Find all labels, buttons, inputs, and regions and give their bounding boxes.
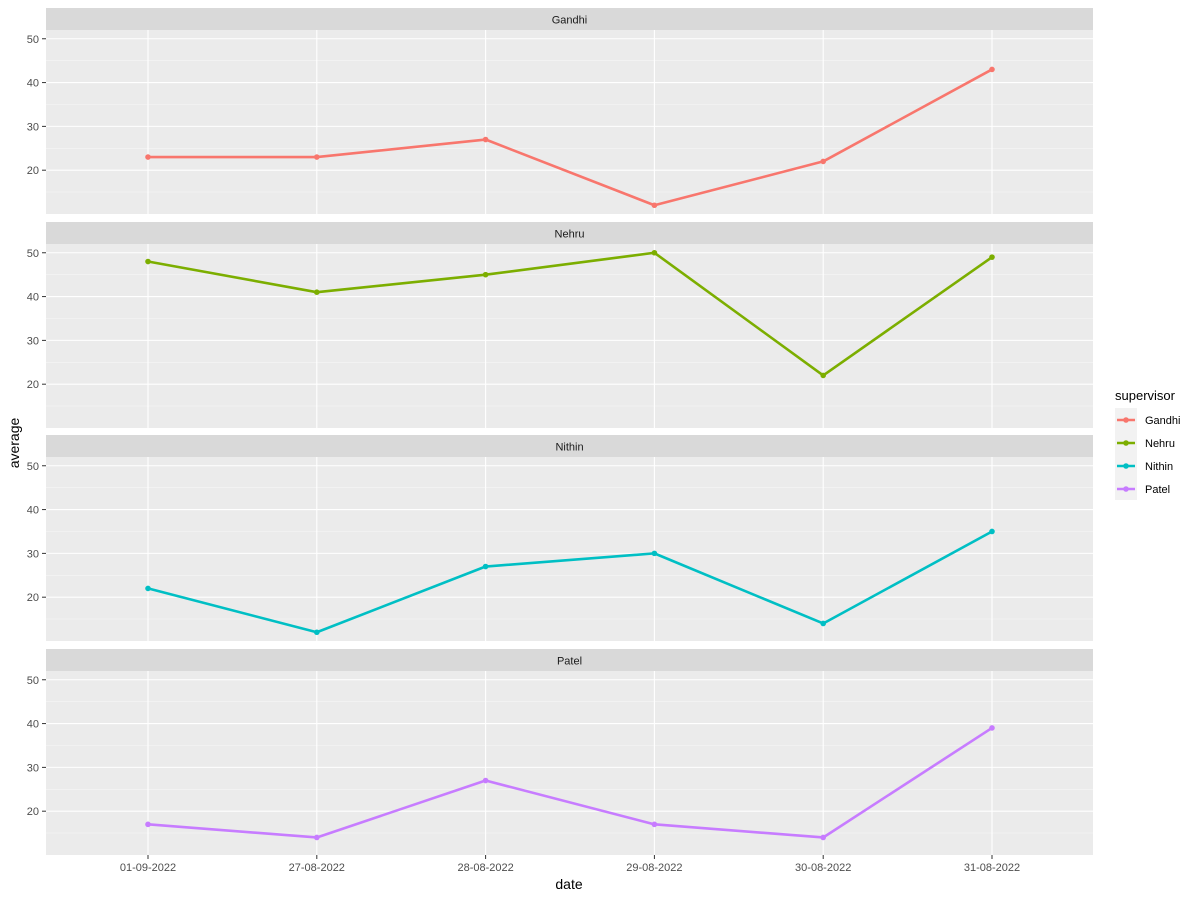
data-point [482,271,489,278]
x-tick-label: 28-08-2022 [457,862,513,874]
data-point [820,372,826,379]
y-tick-label: 20 [27,379,39,391]
y-tick-label: 30 [27,121,39,133]
legend-point [1123,417,1129,423]
legend-label: Gandhi [1145,415,1180,427]
legend-point [1123,440,1129,446]
x-axis: 01-09-2022 27-08-2022 28-08-2022 29-08-2022… [120,855,1020,874]
x-tick-label: 29-08-2022 [626,862,682,874]
series-line-patel [147,726,993,839]
legend-item-gandhi: Gandhi [1117,415,1180,427]
series-line-nithin [147,530,993,634]
data-point [314,289,320,295]
y-tick-label: 20 [27,165,39,177]
facet-strip-label: Patel [557,656,582,668]
facet-panel-patel: Patel 20 30 40 50 [27,649,1093,855]
facet-strip-label: Gandhi [552,15,587,27]
y-tick-label: 50 [27,675,39,687]
facet-panels: Gandhi 20 30 40 50 Nehru 20 30 40 50 Nithin 20 30 40 5… [27,8,1093,855]
y-tick-label: 40 [27,505,39,517]
legend-label: Nehru [1145,438,1175,450]
facet-strip [46,649,1093,671]
legend-label: Patel [1145,484,1170,496]
x-tick-label: 27-08-2022 [289,862,345,874]
legend-label: Nithin [1145,461,1173,473]
facet-strip [46,435,1093,457]
data-point [145,585,151,592]
y-tick-label: 30 [27,548,39,560]
x-tick-label: 31-08-2022 [964,862,1020,874]
data-point [482,136,489,143]
data-point [651,821,658,828]
facet-panel-nehru: Nehru 20 30 40 50 [27,222,1093,428]
legend-item-nithin: Nithin [1117,461,1173,473]
data-point [989,66,995,73]
data-point [145,154,151,160]
legend-keys: Gandhi Nehru Nithin Patel [1115,408,1180,500]
legend-key-background [1115,408,1137,500]
y-tick-label: 50 [27,34,39,46]
y-tick-label: 40 [27,719,39,731]
data-point [820,620,826,627]
data-point [482,563,489,570]
facet-strip [46,8,1093,30]
data-point [989,254,995,260]
data-point [989,528,995,535]
legend-point [1123,486,1129,492]
y-tick-label: 40 [27,292,39,304]
y-tick-label: 30 [27,335,39,347]
y-tick-label: 30 [27,762,39,774]
facet-strip-label: Nithin [555,442,583,454]
legend: supervisor Gandhi Nehru Nithin Patel [1115,388,1180,500]
facet-panel-gandhi: Gandhi 20 30 40 50 [27,8,1093,214]
data-point [145,821,151,828]
x-tick-label: 01-09-2022 [120,862,176,874]
facet-strip [46,222,1093,244]
x-axis-title: date [555,876,582,892]
data-point [651,249,658,256]
data-point [820,834,826,841]
data-point [651,202,658,209]
y-tick-label: 20 [27,592,39,604]
facet-panel-nithin: Nithin 20 30 40 50 [27,435,1093,641]
data-point [989,725,995,731]
data-point [820,158,826,165]
plot-background [46,457,1093,641]
y-axis-title: average [6,417,22,468]
series-line-nehru [147,251,993,377]
legend-title: supervisor [1115,388,1176,403]
data-point [314,154,320,160]
data-point [314,629,320,636]
legend-point [1123,463,1129,469]
data-point [314,834,320,841]
series-line-gandhi [148,68,993,207]
data-point [145,258,151,265]
y-tick-label: 50 [27,248,39,260]
data-point [651,550,658,557]
plot-background [46,30,1093,214]
legend-item-nehru: Nehru [1117,438,1175,450]
x-tick-label: 30-08-2022 [795,862,851,874]
data-point [482,777,489,784]
y-tick-label: 50 [27,461,39,473]
legend-item-patel: Patel [1117,484,1170,496]
y-tick-label: 40 [27,78,39,90]
facet-strip-label: Nehru [555,229,585,241]
y-tick-label: 20 [27,806,39,818]
